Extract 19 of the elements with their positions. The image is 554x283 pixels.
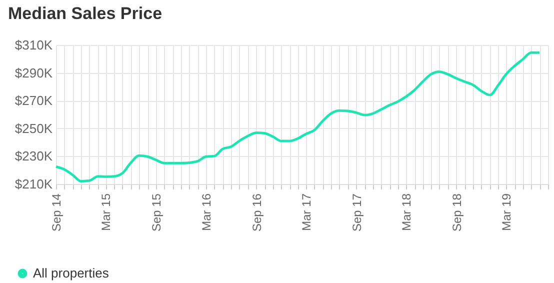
x-tick-label: Sep 16 bbox=[250, 193, 264, 232]
x-tick-label: Sep 15 bbox=[150, 193, 164, 232]
y-tick-label: $230K bbox=[14, 148, 53, 164]
line-series bbox=[54, 51, 541, 182]
y-tick-label: $210K bbox=[14, 176, 53, 192]
y-tick-label: $290K bbox=[14, 65, 53, 80]
chart-title: Median Sales Price bbox=[8, 4, 162, 23]
x-tick-label: Sep 17 bbox=[350, 193, 364, 232]
x-tick-label: Sep 14 bbox=[50, 193, 64, 232]
y-tick-label: $250K bbox=[14, 120, 53, 136]
x-tick-label: Mar 19 bbox=[500, 193, 514, 231]
x-tick-label: Mar 16 bbox=[199, 193, 214, 231]
legend-label: All properties bbox=[33, 266, 110, 280]
x-tick-label: Mar 18 bbox=[400, 193, 414, 231]
y-tick-label: $270K bbox=[14, 93, 53, 108]
x-tick-label: Mar 15 bbox=[99, 193, 114, 231]
x-tick-label: Mar 17 bbox=[299, 193, 314, 231]
x-tick-label: Sep 18 bbox=[450, 193, 464, 232]
y-tick-label: $310K bbox=[14, 38, 53, 52]
